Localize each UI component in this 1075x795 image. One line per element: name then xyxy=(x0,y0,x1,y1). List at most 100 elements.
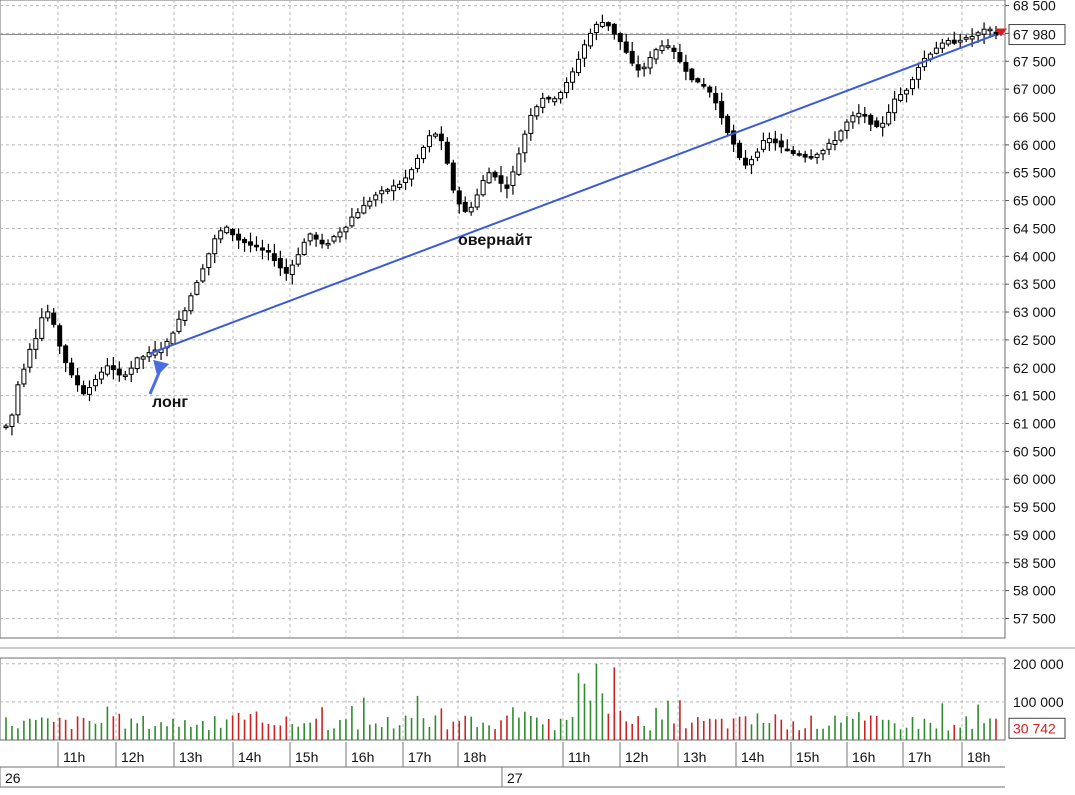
candle-body xyxy=(725,115,731,134)
hour-label: 15h xyxy=(295,749,318,765)
last-price-label: 67 980 xyxy=(1013,27,1056,43)
candle-body xyxy=(754,151,760,158)
candle-body xyxy=(146,352,152,358)
volume-panel-frame xyxy=(0,657,1006,741)
candle-body xyxy=(552,98,558,103)
annotation-long: лонг xyxy=(152,394,188,411)
candle-body xyxy=(784,148,790,152)
price-tick-label: 63 500 xyxy=(1013,276,1056,292)
candle-body xyxy=(874,120,880,128)
candle-body xyxy=(576,58,582,74)
candle-body xyxy=(39,317,45,339)
candle-body xyxy=(599,21,605,27)
candle-body xyxy=(51,312,57,325)
candle-body xyxy=(808,156,814,159)
candle-body xyxy=(534,106,540,117)
candle-body xyxy=(760,139,766,150)
price-tick-label: 64 000 xyxy=(1013,248,1056,264)
candle-body xyxy=(778,140,784,148)
candle-body xyxy=(98,371,104,380)
candle-body xyxy=(63,345,69,364)
candle-body xyxy=(743,157,749,166)
candle-body xyxy=(653,49,659,60)
candle-body xyxy=(629,50,635,64)
candle-body xyxy=(981,28,987,35)
candle-body xyxy=(975,32,981,36)
candle-body xyxy=(128,367,134,375)
candle-body xyxy=(677,51,683,63)
candle-body xyxy=(444,141,450,164)
last-volume-label: 30 742 xyxy=(1013,720,1056,736)
time-axis: 11h 12h 13h 14h 15h 16h 17h 18h 11h 12h 13h 14h 15h 1… xyxy=(0,742,1005,788)
candle-body xyxy=(915,66,921,80)
candle-body xyxy=(951,39,957,44)
candle-body xyxy=(957,39,963,43)
hour-label: 18h xyxy=(463,749,486,765)
candle-body xyxy=(391,185,397,192)
candle-body xyxy=(319,239,325,245)
hour-label: 14h xyxy=(238,749,261,765)
candle-body xyxy=(27,348,33,368)
price-tick-label: 63 000 xyxy=(1013,304,1056,320)
candle-body xyxy=(766,138,772,144)
price-tick-label: 66 500 xyxy=(1013,109,1056,125)
candle-body xyxy=(367,200,373,207)
candle-body xyxy=(790,150,796,154)
price-tick-label: 58 000 xyxy=(1013,583,1056,599)
candle-body xyxy=(605,22,611,27)
trendline-group xyxy=(148,33,997,355)
candle-body xyxy=(498,175,504,184)
candle-body xyxy=(218,230,224,240)
candle-body xyxy=(844,121,850,131)
candle-body xyxy=(504,184,510,189)
candle-body xyxy=(683,62,689,72)
candle-body xyxy=(110,365,116,371)
annotations: лонг овернайт xyxy=(148,232,532,411)
candle-body xyxy=(456,190,462,205)
candle-body xyxy=(403,177,409,183)
candle-body xyxy=(987,28,993,32)
candle-body xyxy=(826,142,832,150)
candle-body xyxy=(385,189,391,192)
candle-body xyxy=(665,45,671,48)
candle-body xyxy=(856,112,862,118)
candle-body xyxy=(701,83,707,87)
candle-body xyxy=(3,425,9,429)
candle-body xyxy=(253,244,259,248)
candle-body xyxy=(313,234,319,240)
candle-body xyxy=(409,169,415,180)
candle-body xyxy=(480,180,486,196)
candle-body xyxy=(69,362,75,376)
hour-label: 17h xyxy=(908,749,931,765)
day-label: 27 xyxy=(507,770,523,786)
candle-body xyxy=(75,375,81,386)
candle-body xyxy=(945,40,951,45)
candle-body xyxy=(802,153,808,158)
candle-body xyxy=(86,387,92,395)
candle-body xyxy=(259,247,265,251)
candle-body xyxy=(641,66,647,70)
candle-body xyxy=(474,194,480,208)
candle-body xyxy=(355,212,361,219)
candle-body xyxy=(325,242,331,246)
candle-body xyxy=(963,37,969,40)
candle-body xyxy=(737,142,743,158)
candle-body xyxy=(307,233,313,242)
hour-label: 13h xyxy=(179,749,202,765)
candle-body xyxy=(850,115,856,123)
candle-body xyxy=(969,36,975,40)
candle-body xyxy=(892,98,898,114)
candle-body xyxy=(379,190,385,195)
candle-body xyxy=(9,414,15,427)
candle-body xyxy=(301,241,307,256)
hour-label: 11h xyxy=(63,749,85,765)
candle-body xyxy=(295,254,301,265)
price-tick-label: 66 000 xyxy=(1013,137,1056,153)
candle-body xyxy=(415,157,421,169)
day-label: 26 xyxy=(5,770,21,786)
candle-body xyxy=(522,133,528,154)
candle-body xyxy=(176,318,182,332)
candle-body xyxy=(647,57,653,69)
candle-body xyxy=(832,139,838,145)
